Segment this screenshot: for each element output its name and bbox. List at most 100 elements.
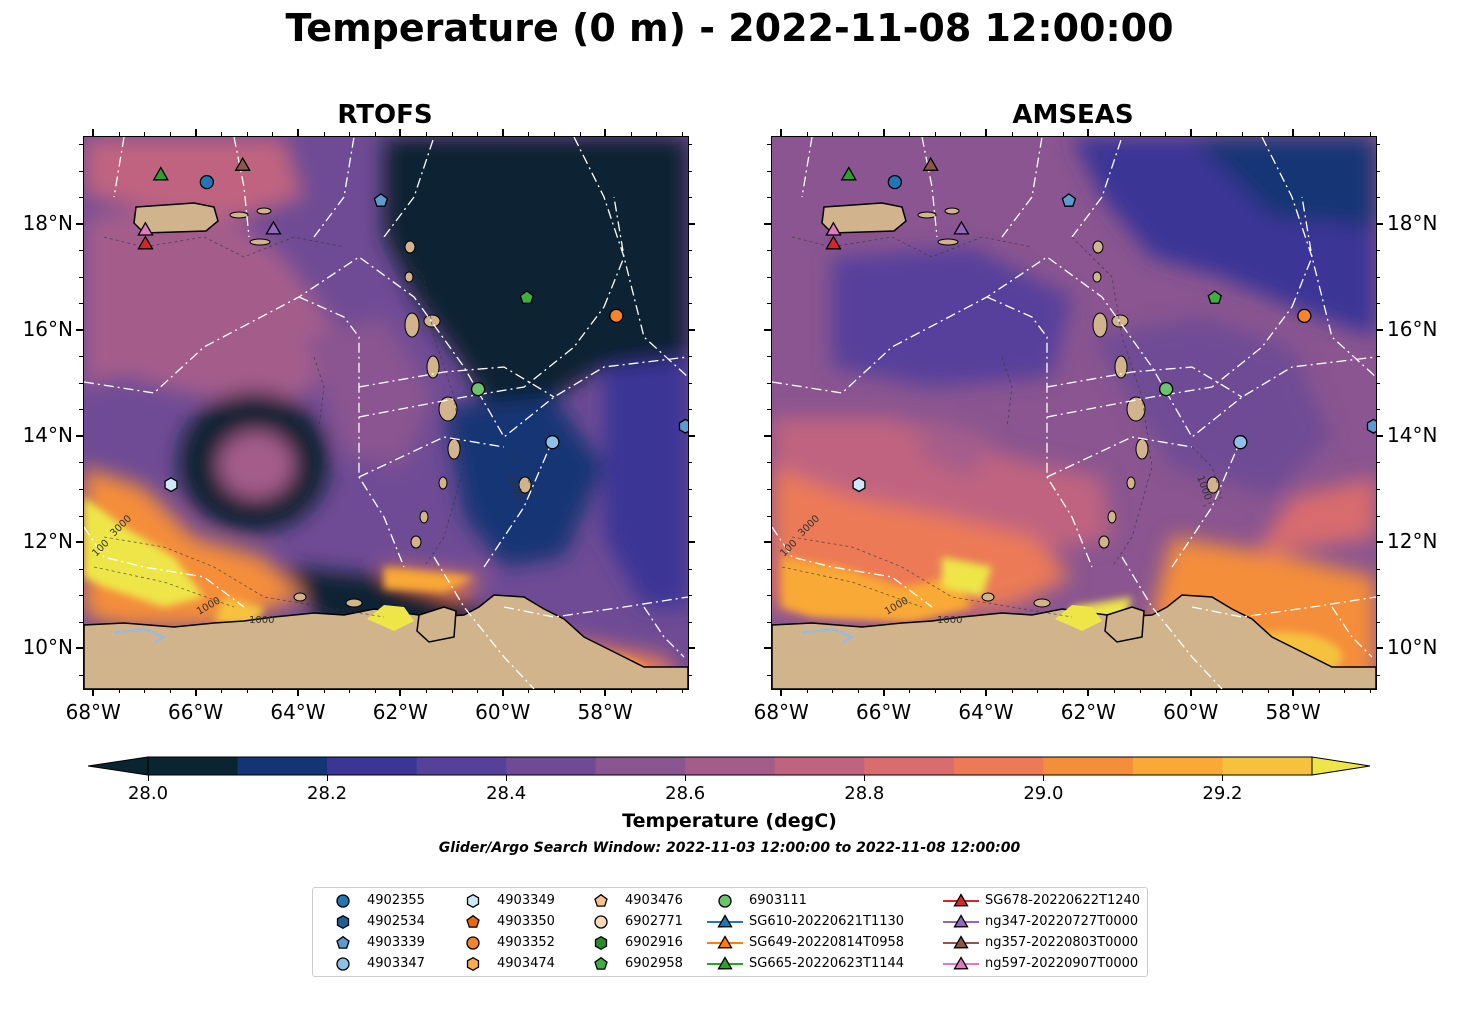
legend-swatch	[718, 894, 732, 908]
legend-label: ng597-20220907T0000	[985, 956, 1139, 971]
marker-ng347-20220727T0000	[953, 220, 970, 235]
legend-swatch	[707, 935, 743, 949]
minor-tick	[767, 197, 771, 199]
legend-label: 4903352	[497, 935, 555, 950]
lat-tick-label: 10°N	[1387, 635, 1438, 660]
minor-tick	[477, 132, 479, 136]
minor-tick	[656, 132, 658, 136]
colorbar-tick-label: 28.6	[665, 783, 706, 804]
colorbar-cell	[1222, 757, 1313, 775]
marker-ng357-20220803T0000	[234, 156, 251, 171]
legend-swatch	[594, 935, 608, 951]
marker-4902534	[1366, 418, 1376, 434]
minor-tick	[806, 689, 808, 693]
colorbar-tick	[326, 775, 328, 781]
minor-tick	[688, 356, 692, 358]
panel-title-rtofs: RTOFS	[337, 100, 433, 130]
marker-SG678-20220622T1240	[137, 235, 154, 250]
marker-4903339	[336, 935, 350, 949]
marker-4903474	[466, 956, 480, 972]
minor-tick	[323, 132, 325, 136]
minor-tick	[1267, 132, 1269, 136]
minor-tick	[1318, 132, 1320, 136]
minor-tick	[1344, 689, 1346, 693]
minor-tick	[934, 132, 936, 136]
legend-swatch	[466, 914, 480, 928]
minor-tick	[425, 689, 427, 693]
legend-label: SG610-20220621T1130	[749, 914, 905, 929]
lat-tick-label: 12°N	[1387, 529, 1438, 554]
minor-tick	[144, 689, 146, 693]
legend-swatch	[707, 956, 743, 970]
minor-tick	[1376, 143, 1380, 145]
legend-swatch	[336, 957, 350, 971]
minor-tick	[1165, 689, 1167, 693]
colorbar-cell	[685, 757, 776, 775]
minor-tick	[246, 689, 248, 693]
marker-layer-rtofs	[137, 156, 688, 493]
colorbar-tick-label: 28.8	[844, 783, 885, 804]
minor-tick	[1216, 689, 1218, 693]
minor-tick	[451, 689, 453, 693]
minor-tick	[1376, 621, 1380, 623]
minor-tick	[688, 276, 692, 278]
colorbar-tick-label: 28.4	[486, 783, 527, 804]
minor-tick	[767, 568, 771, 570]
minor-tick	[1011, 689, 1013, 693]
legend-swatch	[336, 914, 350, 930]
minor-tick	[767, 542, 771, 544]
marker-6902958	[594, 956, 608, 970]
legend-label: ng347-20220727T0000	[985, 914, 1139, 929]
minor-tick	[349, 132, 351, 136]
minor-tick	[79, 435, 83, 437]
minor-tick	[553, 689, 555, 693]
colorbar-tick	[147, 775, 149, 781]
minor-tick	[909, 132, 911, 136]
minor-tick	[323, 689, 325, 693]
minor-tick	[118, 132, 120, 136]
minor-tick	[195, 132, 197, 136]
lon-tick-label: 60°W	[1163, 700, 1219, 724]
marker-SG678-20220622T1240	[953, 893, 969, 907]
colorbar-cell	[506, 757, 597, 775]
marker-ng357-20220803T0000	[922, 156, 939, 171]
minor-tick	[630, 132, 632, 136]
minor-tick	[681, 689, 683, 693]
minor-tick	[1190, 132, 1192, 136]
lat-tick-label: 18°N	[22, 210, 73, 235]
minor-tick	[1376, 303, 1380, 305]
minor-tick	[79, 356, 83, 358]
minor-tick	[1376, 462, 1380, 464]
minor-tick	[1376, 197, 1380, 199]
marker-6902958	[1207, 290, 1223, 304]
minor-tick	[79, 648, 83, 650]
search-window-subtitle: Glider/Argo Search Window: 2022-11-03 12…	[438, 840, 1021, 856]
marker-SG649-20220814T0958	[717, 935, 733, 949]
minor-tick	[170, 132, 172, 136]
map-rtofs: 3000 100 1000 1000 1000	[83, 136, 689, 690]
colorbar-tick-label: 28.0	[127, 783, 169, 804]
colorbar-cell	[774, 757, 865, 775]
minor-tick	[1369, 689, 1371, 693]
minor-tick	[1376, 250, 1380, 252]
colorbar-tick	[505, 775, 507, 781]
minor-tick	[858, 132, 860, 136]
colorbar	[88, 756, 1371, 776]
legend: 4902355 4902534 4903339 4903347 4903349 49033…	[312, 887, 1148, 977]
minor-tick	[528, 132, 530, 136]
minor-tick	[767, 462, 771, 464]
minor-tick	[221, 132, 223, 136]
minor-tick	[1318, 689, 1320, 693]
marker-layer-amseas	[825, 156, 1376, 493]
legend-swatch	[466, 956, 480, 972]
minor-tick	[93, 689, 95, 693]
colorbar-cell	[1132, 757, 1223, 775]
marker-ng347-20220727T0000	[953, 914, 969, 928]
colorbar-extend-low	[88, 756, 149, 776]
minor-tick	[400, 132, 402, 136]
minor-tick	[688, 621, 692, 623]
minor-tick	[688, 435, 692, 437]
minor-tick	[93, 132, 95, 136]
minor-tick	[605, 689, 607, 693]
minor-tick	[1376, 595, 1380, 597]
